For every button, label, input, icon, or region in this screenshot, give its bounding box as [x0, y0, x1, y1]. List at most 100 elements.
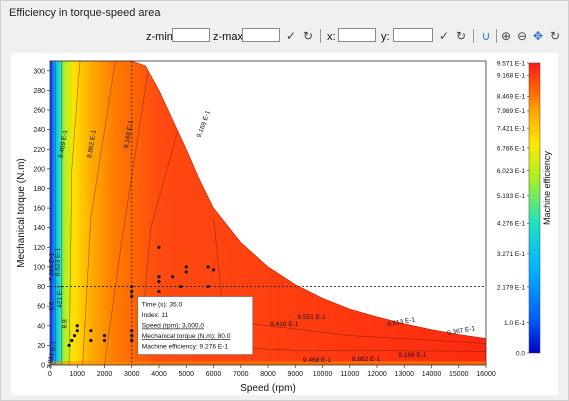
- efficiency-field: [50, 61, 486, 365]
- colorbar-tick-label: 2.179 E-1: [497, 284, 526, 291]
- colorbar-label: Machine efficiency: [542, 151, 552, 225]
- x-tick-label: 9000: [287, 371, 303, 378]
- data-point: [211, 268, 216, 272]
- chart-area[interactable]: 8.469 E-1 8.862 E-1 9.168 E-1 9.168 E-1 7.98…: [11, 53, 558, 395]
- reset-icon[interactable]: ↻: [455, 29, 467, 43]
- x-tick-label: 12000: [367, 371, 387, 378]
- data-point: [89, 329, 93, 333]
- data-point: [157, 275, 161, 279]
- colorbar-tick-label: 7.421 E-1: [497, 125, 526, 132]
- tooltip-line: Index: 11: [142, 312, 169, 319]
- zmin-input[interactable]: [172, 28, 210, 42]
- data-point: [157, 245, 161, 249]
- contour-line: [104, 70, 149, 366]
- colorbar-tick-label: 3.271 E-1: [497, 251, 526, 258]
- toolbar: z-min: z-max: ✓ ↻ x: y: ✓ ↻ ∪ ⊕ ⊖ ✥ ↻: [1, 27, 568, 47]
- contour-label: 9.416 E-1: [270, 321, 299, 328]
- zmax-label: z-max:: [213, 31, 246, 43]
- contour-label: 8.623 E-1: [55, 248, 62, 277]
- data-point: [130, 289, 134, 294]
- data-point: [130, 294, 134, 298]
- contour-label: 9.468 E-1: [303, 357, 332, 364]
- y-tick-label: 240: [33, 127, 45, 134]
- reset-icon[interactable]: ↻: [302, 29, 314, 43]
- zmin-label: z-min:: [146, 31, 176, 43]
- contour-label: 9.513 E-1: [387, 316, 416, 328]
- zoom-in-icon[interactable]: ⊕: [500, 29, 512, 43]
- x-tick-label: 8000: [260, 371, 276, 378]
- y-tick-label: 260: [33, 108, 45, 115]
- data-point: [75, 329, 79, 333]
- magnet-icon[interactable]: ∪: [481, 29, 491, 43]
- contour-label: 8.8: [61, 319, 68, 328]
- y-tick-label: 80: [37, 284, 45, 291]
- x-tick-label: 0: [48, 371, 52, 378]
- x-label: x:: [327, 31, 336, 43]
- contour-label: 9.367 E-1: [447, 325, 476, 337]
- y-tick-label: 100: [33, 264, 45, 271]
- contour-label: 7.989 E-1: [49, 252, 56, 281]
- contour-label: 8.469 E-1: [58, 129, 70, 158]
- colorbar-tick-label: 7.989 E-1: [497, 108, 526, 115]
- y-tick-label: 300: [33, 68, 45, 75]
- colorbar-tick-label: 6.766 E-1: [497, 145, 526, 152]
- data-point: [130, 333, 134, 338]
- colorbar-tick-label: 9.168 E-1: [497, 73, 526, 80]
- contour-label: 9.168 E-1: [398, 352, 427, 359]
- x-tick-label: 15000: [449, 371, 469, 378]
- refresh-icon[interactable]: ↻: [549, 29, 561, 43]
- x-tick-label: 5000: [178, 371, 194, 378]
- zoom-out-icon[interactable]: ⊖: [516, 29, 528, 43]
- pan-icon[interactable]: ✥: [532, 29, 544, 43]
- y-tick-label: 0: [41, 363, 45, 370]
- checkmark-icon[interactable]: ✓: [438, 29, 450, 43]
- data-point: [72, 333, 77, 338]
- colorbar-tick-label: 4.276 E-1: [497, 221, 526, 228]
- contour-label: 9.551 E-1: [298, 314, 327, 321]
- x-tick-label: 10000: [313, 371, 333, 378]
- data-point: [157, 280, 161, 284]
- x-tick-label: 11000: [340, 371, 359, 378]
- colorbar-tick-label: 6.023 E-1: [497, 168, 526, 175]
- contour-label: 8.862 E-1: [86, 129, 98, 158]
- colorbar-tick-label: 5.193 E-1: [497, 193, 526, 200]
- x-tick-label: 3000: [124, 371, 140, 378]
- y-input[interactable]: [393, 28, 433, 42]
- y-tick-label: 200: [33, 166, 45, 173]
- x-tick-label: 6000: [206, 371, 222, 378]
- contour-label: 421 E-1: [57, 285, 64, 308]
- panel-title: Efficiency in torque-speed area: [9, 7, 161, 19]
- x-tick-label: 13000: [395, 371, 415, 378]
- data-point: [179, 284, 183, 289]
- y-tick-label: 40: [37, 323, 45, 330]
- data-point: [206, 265, 210, 269]
- tooltip-line: Machine efficiency: 9.276 E-1: [142, 344, 229, 351]
- efficiency-map-chart[interactable]: 8.469 E-1 8.862 E-1 9.168 E-1 9.168 E-1 7.98…: [11, 53, 558, 395]
- checkmark-icon[interactable]: ✓: [285, 29, 297, 43]
- envelope-line: [50, 60, 487, 339]
- colorbar-tick-label: 8.469 E-1: [497, 94, 526, 101]
- tooltip-line: Time (s): 35.0: [142, 302, 183, 309]
- x-input[interactable]: [338, 28, 376, 42]
- contour-line: [82, 60, 116, 366]
- data-point: [171, 275, 175, 279]
- tooltip-box: [137, 296, 254, 355]
- y-axis-label: Mechanical torque (N.m): [16, 158, 27, 267]
- y-tick-label: 20: [37, 343, 45, 350]
- data-point: [206, 284, 210, 289]
- toolbar-divider: [320, 29, 321, 43]
- tooltip-line: Mechanical torque (N.m): 80.0: [142, 333, 231, 340]
- zmax-input[interactable]: [242, 28, 280, 42]
- contour-label: 9.168 E-1: [123, 119, 135, 148]
- low-torque-band: [50, 361, 486, 365]
- data-point: [67, 343, 71, 347]
- y-label: y:: [381, 31, 390, 43]
- contour-label: 8.862 E-1: [352, 356, 381, 363]
- x-tick-label: 16000: [476, 371, 496, 378]
- y-tick-label: 280: [33, 88, 45, 95]
- data-point: [184, 265, 188, 269]
- contour-label: 6.0: [48, 301, 55, 310]
- data-point: [102, 333, 107, 338]
- contour-label: 3.991 E-1: [46, 340, 58, 369]
